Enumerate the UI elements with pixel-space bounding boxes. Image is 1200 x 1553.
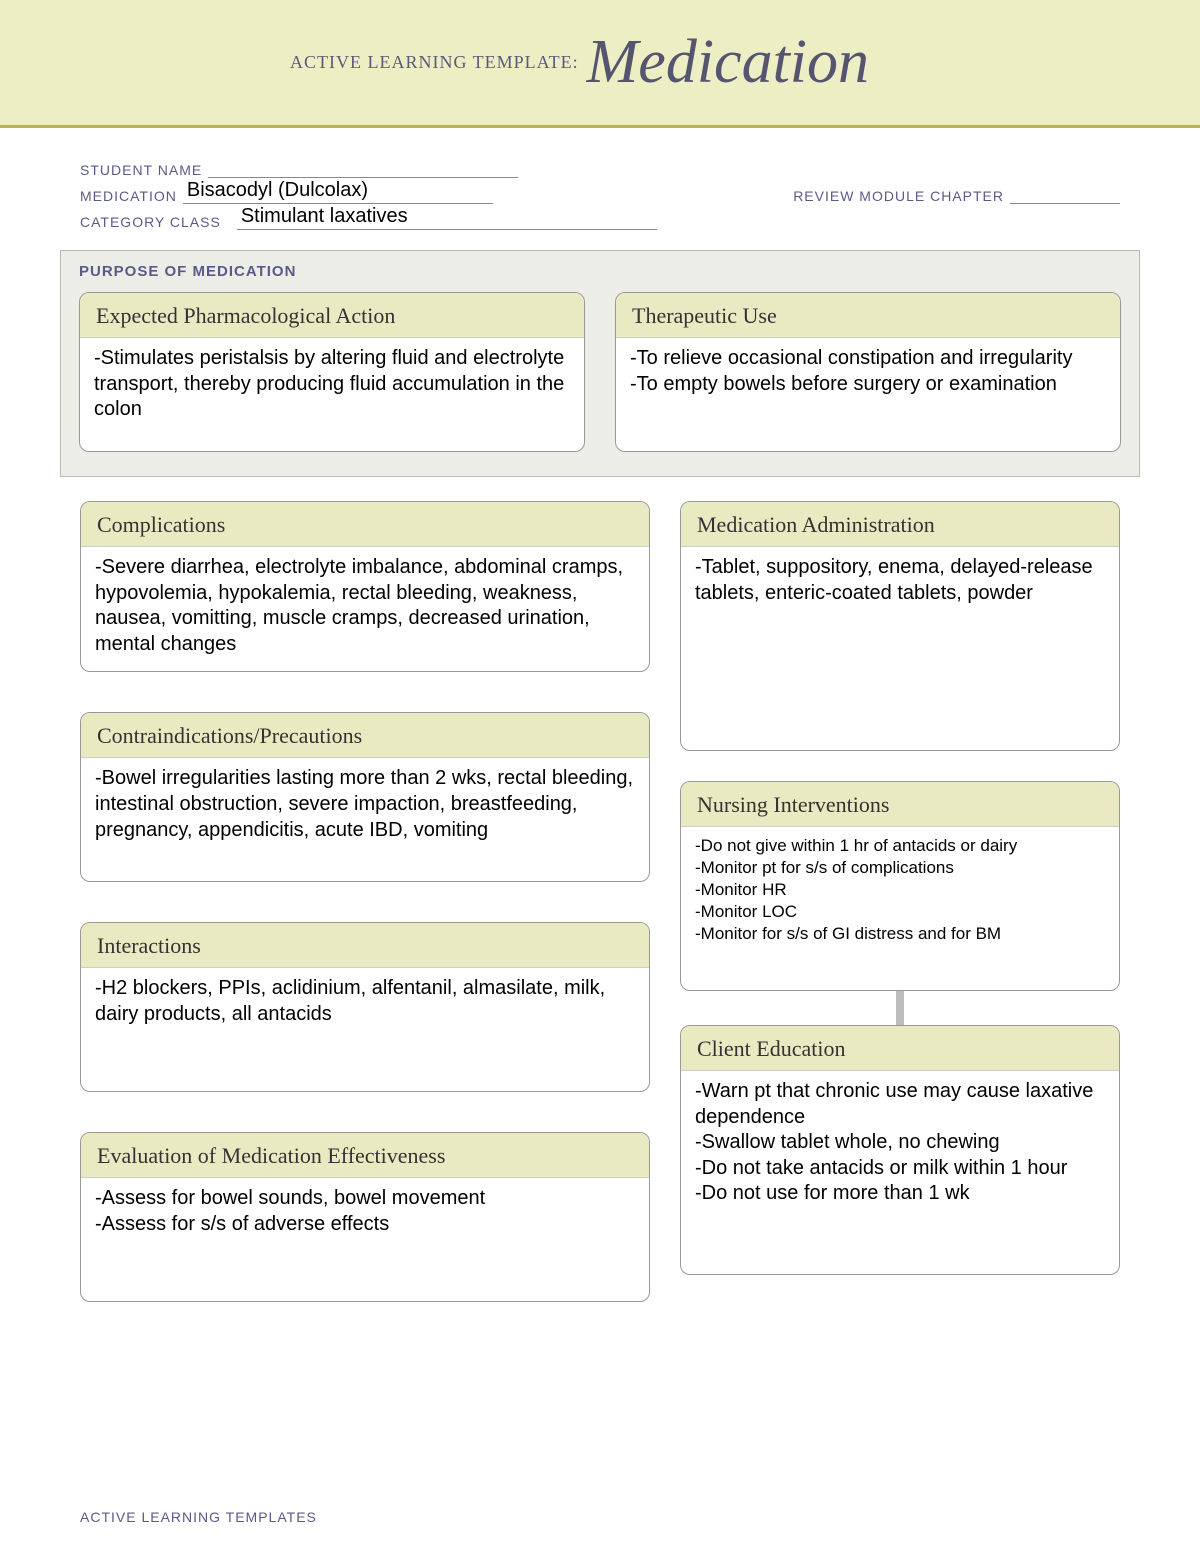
medication-admin-title: Medication Administration	[681, 502, 1119, 547]
student-name-value	[208, 158, 518, 178]
evaluation-body: -Assess for bowel sounds, bowel movement…	[81, 1178, 649, 1251]
client-education-body: -Warn pt that chronic use may cause laxa…	[681, 1071, 1119, 1221]
banner-prefix: ACTIVE LEARNING TEMPLATE:	[290, 52, 579, 73]
interactions-title: Interactions	[81, 923, 649, 968]
expected-action-body: -Stimulates peristalsis by altering flui…	[80, 338, 584, 437]
page: ACTIVE LEARNING TEMPLATE: Medication STU…	[0, 0, 1200, 1553]
medication-row: MEDICATION Bisacodyl (Dulcolax) REVIEW M…	[80, 184, 1120, 204]
banner-title: Medication	[587, 27, 869, 98]
medication-admin-card: Medication Administration -Tablet, suppo…	[680, 501, 1120, 751]
complications-body: -Severe diarrhea, electrolyte imbalance,…	[81, 547, 649, 671]
therapeutic-use-title: Therapeutic Use	[616, 293, 1120, 338]
nursing-interventions-title: Nursing Interventions	[681, 782, 1119, 827]
expected-action-title: Expected Pharmacological Action	[80, 293, 584, 338]
category-value: Stimulant laxatives	[237, 210, 657, 230]
complications-title: Complications	[81, 502, 649, 547]
connector-line	[896, 991, 904, 1025]
main-grid: Complications -Severe diarrhea, electrol…	[80, 501, 1120, 1302]
therapeutic-use-card: Therapeutic Use -To relieve occasional c…	[615, 292, 1121, 452]
medication-admin-body: -Tablet, suppository, enema, delayed-rel…	[681, 547, 1119, 620]
contraindications-card: Contraindications/Precautions -Bowel irr…	[80, 712, 650, 882]
right-column: Medication Administration -Tablet, suppo…	[680, 501, 1120, 1302]
complications-card: Complications -Severe diarrhea, electrol…	[80, 501, 650, 672]
banner: ACTIVE LEARNING TEMPLATE: Medication	[0, 0, 1200, 128]
category-label: CATEGORY CLASS	[80, 214, 221, 230]
review-label: REVIEW MODULE CHAPTER	[793, 188, 1004, 204]
student-name-row: STUDENT NAME	[80, 158, 1120, 178]
review-value	[1010, 184, 1120, 204]
interactions-card: Interactions -H2 blockers, PPIs, aclidin…	[80, 922, 650, 1092]
contraindications-body: -Bowel irregularities lasting more than …	[81, 758, 649, 857]
medication-value: Bisacodyl (Dulcolax)	[183, 184, 493, 204]
expected-action-card: Expected Pharmacological Action -Stimula…	[79, 292, 585, 452]
nursing-interventions-card: Nursing Interventions -Do not give withi…	[680, 781, 1120, 991]
client-education-title: Client Education	[681, 1026, 1119, 1071]
category-row: CATEGORY CLASS Stimulant laxatives	[80, 210, 1120, 230]
contraindications-title: Contraindications/Precautions	[81, 713, 649, 758]
left-column: Complications -Severe diarrhea, electrol…	[80, 501, 650, 1302]
evaluation-card: Evaluation of Medication Effectiveness -…	[80, 1132, 650, 1302]
nursing-interventions-body: -Do not give within 1 hr of antacids or …	[681, 827, 1119, 959]
interactions-body: -H2 blockers, PPIs, aclidinium, alfentan…	[81, 968, 649, 1041]
medication-label: MEDICATION	[80, 188, 177, 204]
client-education-card: Client Education -Warn pt that chronic u…	[680, 1025, 1120, 1275]
therapeutic-use-body: -To relieve occasional constipation and …	[616, 338, 1120, 411]
purpose-label: PURPOSE OF MEDICATION	[79, 263, 1121, 280]
student-name-label: STUDENT NAME	[80, 162, 202, 178]
evaluation-title: Evaluation of Medication Effectiveness	[81, 1133, 649, 1178]
footer-text: ACTIVE LEARNING TEMPLATES	[80, 1509, 317, 1525]
top-fields: STUDENT NAME MEDICATION Bisacodyl (Dulco…	[80, 158, 1120, 230]
content: STUDENT NAME MEDICATION Bisacodyl (Dulco…	[0, 128, 1200, 1302]
purpose-section: PURPOSE OF MEDICATION Expected Pharmacol…	[60, 250, 1140, 477]
